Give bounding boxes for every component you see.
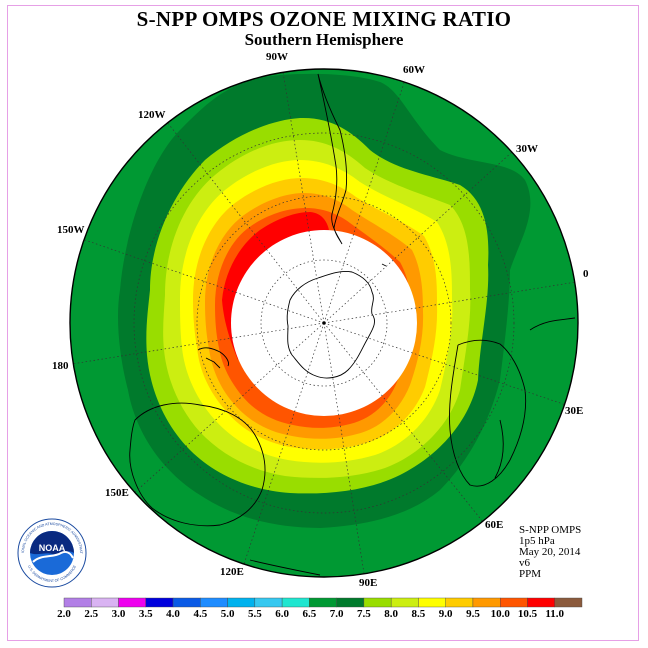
colorbar-tick-label: 2.0 bbox=[57, 608, 71, 620]
latitude-circle bbox=[260, 259, 388, 387]
colorbar-tick-label: 5.0 bbox=[220, 608, 235, 620]
colorbar-tick-label: 6.5 bbox=[302, 608, 317, 620]
lon-label-120e: 120E bbox=[220, 566, 244, 578]
units-text: PPM bbox=[519, 568, 542, 580]
lon-label-60w: 60W bbox=[403, 64, 425, 76]
south-america-coast bbox=[317, 73, 348, 245]
coastlines bbox=[129, 73, 576, 576]
figure-frame bbox=[7, 5, 639, 641]
antarctica-coast bbox=[286, 271, 375, 379]
colorbar-swatch bbox=[363, 597, 392, 608]
new-zealand-coast bbox=[197, 347, 229, 367]
meridian-60w bbox=[323, 79, 406, 324]
colorbar-swatch bbox=[118, 597, 146, 608]
logo-text: NOAA bbox=[39, 543, 66, 553]
colorbar-tick-label: 9.0 bbox=[438, 608, 453, 620]
colorbar-tick-label: 11.0 bbox=[545, 608, 565, 620]
noaa-logo: NOAA NATIONAL OCEANIC AND ATMOSPHERIC AD… bbox=[17, 518, 87, 588]
colorbar-swatch bbox=[390, 597, 419, 608]
meridian-60e bbox=[323, 322, 484, 523]
map-boundary bbox=[69, 68, 579, 578]
colorbar-swatch bbox=[63, 597, 92, 608]
south-georgia bbox=[381, 263, 387, 267]
south-pole-marker bbox=[322, 321, 326, 325]
version-text: v6 bbox=[519, 557, 530, 569]
colorbar-swatch bbox=[418, 597, 446, 608]
colorbar-swatch bbox=[172, 597, 201, 608]
meridian-0 bbox=[323, 281, 577, 324]
australia-coast bbox=[129, 402, 266, 527]
colorbar-swatch bbox=[254, 597, 283, 608]
lon-label-150e: 150E bbox=[105, 487, 129, 499]
colorbar-swatch bbox=[445, 597, 474, 608]
colorbar-tick-label: 5.5 bbox=[247, 608, 262, 620]
colorbar-tick-label: 8.5 bbox=[411, 608, 426, 620]
meridian-180 bbox=[71, 322, 325, 365]
colorbar-tick-label: 6.0 bbox=[275, 608, 289, 620]
colorbar-swatch bbox=[336, 597, 365, 608]
graticule bbox=[71, 71, 577, 574]
colorbar-swatch bbox=[554, 597, 583, 608]
colorbar-tick-label: 4.0 bbox=[166, 608, 180, 620]
colorbar bbox=[63, 597, 583, 608]
colorbar-swatch bbox=[145, 597, 174, 608]
colorbar-tick-label: 3.0 bbox=[111, 608, 126, 620]
colorbar-swatch bbox=[91, 597, 119, 608]
colorbar-swatch bbox=[281, 597, 310, 608]
lon-label-120w: 120W bbox=[138, 109, 166, 121]
lon-label-150w: 150W bbox=[57, 224, 85, 236]
colorbar-tick-label: 9.5 bbox=[466, 608, 480, 620]
latitude-circle bbox=[196, 195, 452, 451]
lon-label-180: 180 bbox=[52, 360, 69, 372]
colorbar-swatch bbox=[227, 597, 256, 608]
meridian-120w bbox=[166, 121, 325, 324]
colorbar-tick-label: 10.0 bbox=[490, 608, 510, 620]
map-title: S-NPP OMPS OZONE MIXING RATIO bbox=[136, 7, 512, 31]
lon-label-0: 0 bbox=[583, 268, 589, 280]
date-text: May 20, 2014 bbox=[519, 546, 581, 558]
colorbar-tick-label: 7.0 bbox=[329, 608, 344, 620]
colorbar-tick-label: 7.5 bbox=[357, 608, 371, 620]
colorbar-swatch bbox=[200, 597, 228, 608]
colorbar-tick-label: 10.5 bbox=[517, 608, 538, 620]
colorbar-tick-label: 4.5 bbox=[193, 608, 208, 620]
madagascar bbox=[529, 317, 576, 331]
instrument-text: S-NPP OMPS bbox=[519, 524, 582, 536]
product-info: S-NPP OMPS 1p5 hPa May 20, 2014 v6 PPM bbox=[519, 525, 581, 580]
lon-label-60e: 60E bbox=[485, 519, 504, 531]
lon-label-30e: 30E bbox=[565, 405, 584, 417]
colorbar-tick-label: 3.5 bbox=[138, 608, 153, 620]
lon-label-30w: 30W bbox=[516, 143, 538, 155]
pressure-level-text: 1p5 hPa bbox=[519, 535, 555, 547]
map-subtitle: Southern Hemisphere bbox=[244, 30, 404, 49]
africa-coast bbox=[449, 339, 527, 487]
new-zealand-south bbox=[205, 357, 221, 369]
latitude-circle bbox=[133, 132, 515, 514]
lon-label-90w: 90W bbox=[266, 51, 288, 63]
colorbar-swatch bbox=[309, 597, 337, 608]
colorbar-swatch bbox=[500, 597, 528, 608]
indonesia-coast bbox=[249, 559, 321, 576]
colorbar-tick-label: 8.0 bbox=[384, 608, 399, 620]
africa-tip bbox=[494, 419, 504, 479]
meridian-150e bbox=[133, 322, 325, 494]
colorbar-tick-label: 2.5 bbox=[84, 608, 99, 620]
colorbar-swatch bbox=[472, 597, 501, 608]
colorbar-swatch bbox=[527, 597, 555, 608]
meridian-30e bbox=[323, 322, 567, 406]
lon-label-90e: 90E bbox=[359, 577, 378, 589]
